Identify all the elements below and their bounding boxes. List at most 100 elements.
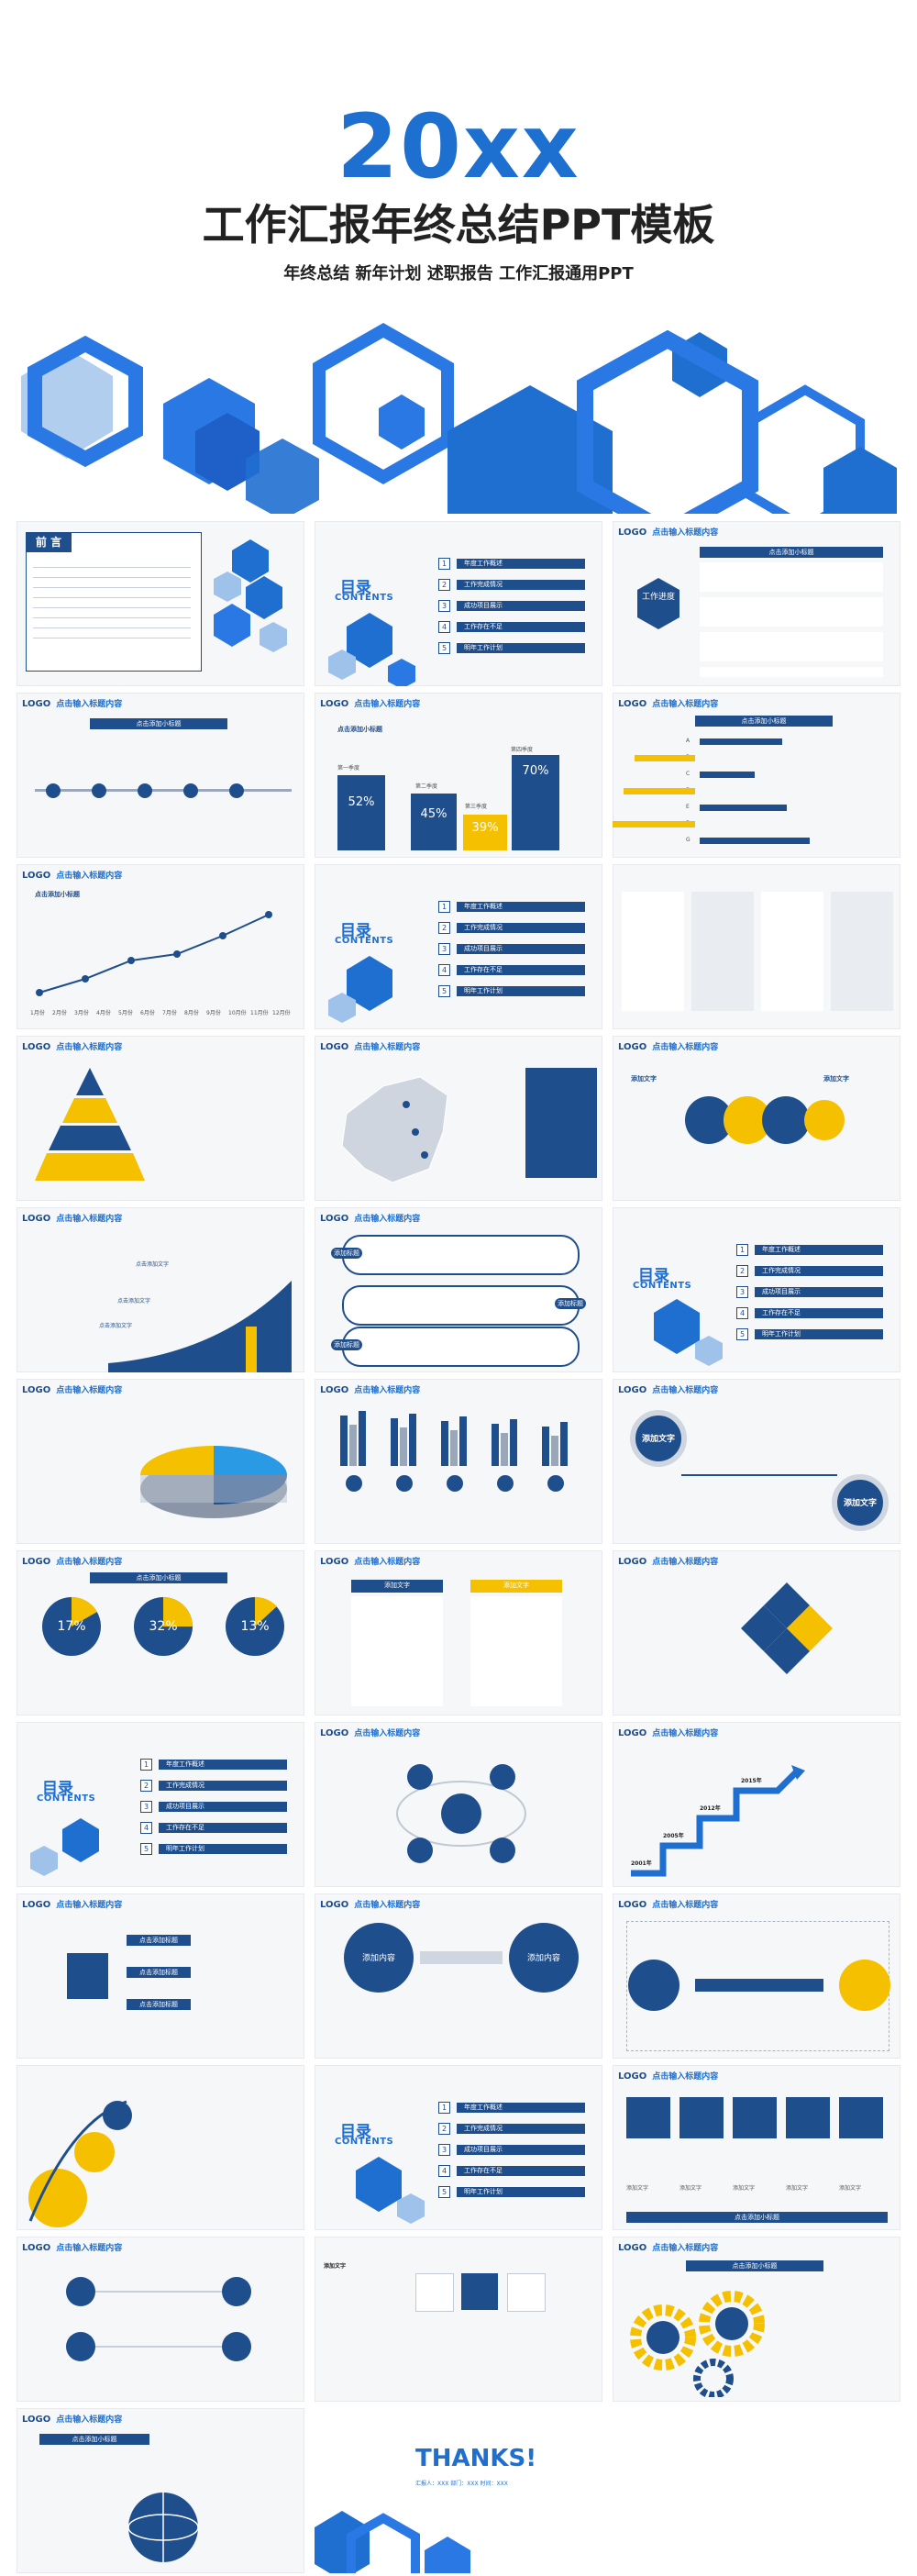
thanks-title: THANKS! [415,2445,537,2472]
slide-two-circles[interactable]: LOGO 点击输入标题内容 添加文字 添加文字 [613,1379,900,1544]
toc-item[interactable]: 4 工作存在不足 [438,964,585,976]
progress-title-bar: 点击添加小标题 [700,547,883,558]
toc-item-number: 2 [438,579,450,591]
toc-item-label: 明年工作计划 [457,2187,585,2197]
feature-icon-box [839,2097,883,2138]
slide-globe[interactable]: LOGO 点击输入标题内容 点击添加小标题 [17,2408,304,2573]
slide-area-growth[interactable]: LOGO 点击输入标题内容 点击添加文字 点击添加文字 点击添加文字 [17,1207,304,1372]
slide-arcs[interactable] [17,2065,304,2230]
slide-pyramid[interactable]: LOGO 点击输入标题内容 [17,1036,304,1201]
hbar [635,755,695,761]
slide-growth-line[interactable]: LOGO 点击输入标题内容 点击添加小标题 1月份 2月份 3月份 4月份 5月份 6月份 7… [17,864,304,1029]
toc-item[interactable]: 4 工作存在不足 [736,1307,883,1319]
gears-icon [630,2291,765,2397]
map-shape [341,1076,448,1183]
toc-item[interactable]: 2 工作完成情况 [438,922,585,934]
slide-bar-chart[interactable]: LOGO 点击输入标题内容 点击添加小标题 第一季度 第二季度 第三季度 第四季度… [315,693,602,858]
slide-five-icons[interactable]: LOGO 点击输入标题内容 添加文字 添加文字 添加文字 添加文字 添加文字 点击添加小标题 [613,2065,900,2230]
toc-item[interactable]: 5 明年工作计划 [438,2186,585,2198]
slide-work-progress[interactable]: LOGO 点击输入标题内容 工作进度 点击添加小标题 [613,521,900,686]
toc-item-number: 3 [140,1801,152,1813]
hexagon-cluster-icon [214,539,287,652]
slide-toc-1[interactable]: 目录 CONTENTS 1 年度工作概述 2 工作完成情况 3 成功项目展示 4 工作存在不足… [315,521,602,686]
toc-item-label: 明年工作计划 [755,1329,883,1339]
slide-toc-4[interactable]: 目录 CONTENTS 1 年度工作概述 2 工作完成情况 3 成功项目展示 4 工作存在不足… [17,1722,304,1887]
toc-item[interactable]: 5 明年工作计划 [438,642,585,654]
toc-item[interactable]: 4 工作存在不足 [438,2165,585,2177]
slide-bar-icons[interactable]: LOGO 点击输入标题内容 [315,1379,602,1544]
slide-toc-2[interactable]: 目录 CONTENTS 1 年度工作概述 2 工作完成情况 3 成功项目展示 4 工作存在不足… [315,864,602,1029]
toc-item-number: 5 [438,985,450,997]
feature-label: 添加文字 [679,2185,702,2192]
toc-item[interactable]: 5 明年工作计划 [140,1843,287,1855]
slide-rounded-lists[interactable]: LOGO 点击输入标题内容 添加标题 添加标题 添加标题 [315,1207,602,1372]
slide-map[interactable]: LOGO 点击输入标题内容 [315,1036,602,1201]
toc-item[interactable]: 2 工作完成情况 [140,1780,287,1792]
slide-branch[interactable]: LOGO 点击输入标题内容 点击添加标题 点击添加标题 点击添加标题 [17,1893,304,2059]
toc-item[interactable]: 1 年度工作概述 [140,1759,287,1771]
toc-item[interactable]: 1 年度工作概述 [438,2102,585,2114]
toc-item[interactable]: 2 工作完成情况 [438,2123,585,2135]
toc-item[interactable]: 5 明年工作计划 [736,1328,883,1340]
slide-icon-table[interactable]: 添加文字 [315,2237,602,2402]
toc-item-label: 年度工作概述 [159,1760,287,1770]
slide-logo: LOGO 点击输入标题内容 [618,527,719,538]
toc-item[interactable]: 3 成功项目展示 [438,2144,585,2156]
hero-year: 20xx [337,95,580,198]
slide-orbit[interactable]: LOGO 点击输入标题内容 [315,1722,602,1887]
hero-hexagon-art [17,321,900,514]
slide-thanks[interactable]: THANKS! 汇报人：XXX 部门：XXX 时间：XXX [315,2408,900,2573]
slide-arrows[interactable]: LOGO 点击输入标题内容 [613,1893,900,2059]
slide-stairs[interactable]: LOGO 点击输入标题内容 2001年 2005年 2012年 2015年 [613,1722,900,1887]
slide-timeline[interactable]: LOGO 点击输入标题内容 点击添加小标题 [17,693,304,858]
toc-item-label: 明年工作计划 [159,1844,287,1854]
mini-bar [492,1424,499,1466]
circle-chain [685,1096,845,1144]
toc-item[interactable]: 1 年度工作概述 [438,901,585,913]
slide-gears[interactable]: LOGO 点击输入标题内容 点击添加小标题 [613,2237,900,2402]
toc-item-label: 明年工作计划 [457,643,585,653]
mini-bar [450,1430,458,1466]
toc-item-number: 5 [140,1843,152,1855]
toc-item[interactable]: 4 工作存在不足 [438,621,585,633]
slide-four-columns[interactable] [613,864,900,1029]
slide-toc-3[interactable]: 目录 CONTENTS 1 年度工作概述 2 工作完成情况 3 成功项目展示 4 工作存在不足… [613,1207,900,1372]
slide-pie-3d[interactable]: LOGO 点击输入标题内容 [17,1379,304,1544]
toc-item-label: 成功项目展示 [457,944,585,954]
timeline-dots [46,783,244,798]
slide-puzzle[interactable]: LOGO 点击输入标题内容 [613,1550,900,1715]
toc-item-label: 工作存在不足 [159,1823,287,1833]
toc-item[interactable]: 3 成功项目展示 [140,1801,287,1813]
toc-item-number: 1 [140,1759,152,1771]
thanks-meta: 汇报人：XXX 部门：XXX 时间：XXX [415,2481,508,2487]
toc-item[interactable]: 4 工作存在不足 [140,1822,287,1834]
slide-circles[interactable]: LOGO 点击输入标题内容 添加文字 添加文字 [613,1036,900,1201]
hbar-letter: C [686,771,691,777]
slide-two-cards[interactable]: LOGO 点击输入标题内容 添加文字 添加文字 [315,1550,602,1715]
slide-toc-5[interactable]: 目录 CONTENTS 1 年度工作概述 2 工作完成情况 3 成功项目展示 4 工作存在不足… [315,2065,602,2230]
toc-item[interactable]: 5 明年工作计划 [438,985,585,997]
toc-item[interactable]: 1 年度工作概述 [438,558,585,570]
toc-item-number: 1 [438,558,450,570]
bar-q4 [512,755,559,850]
mini-bar [560,1422,568,1466]
month-label: 12月份 [272,1010,291,1016]
feature-icon-box [733,2097,777,2138]
toc-item-label: 年度工作概述 [457,902,585,912]
slide-pies[interactable]: LOGO 点击输入标题内容 点击添加小标题 17% 32% 13% [17,1550,304,1715]
slide-intro[interactable]: 前 言 [17,521,304,686]
toc-item[interactable]: 2 工作完成情况 [736,1265,883,1277]
slide-flow[interactable]: LOGO 点击输入标题内容 [17,2237,304,2402]
area-growth-chart [108,1281,292,1372]
toc-item[interactable]: 3 成功项目展示 [438,600,585,612]
slide-two-big-circles[interactable]: LOGO 点击输入标题内容 添加内容 添加内容 [315,1893,602,2059]
toc-item[interactable]: 1 年度工作概述 [736,1244,883,1256]
toc-item[interactable]: 3 成功项目展示 [438,943,585,955]
toc-item[interactable]: 3 成功项目展示 [736,1286,883,1298]
toc-item-label: 工作存在不足 [755,1308,883,1318]
month-label: 3月份 [74,1010,89,1016]
mini-bar [501,1433,508,1466]
hbar-letter: G [686,837,691,843]
toc-item[interactable]: 2 工作完成情况 [438,579,585,591]
